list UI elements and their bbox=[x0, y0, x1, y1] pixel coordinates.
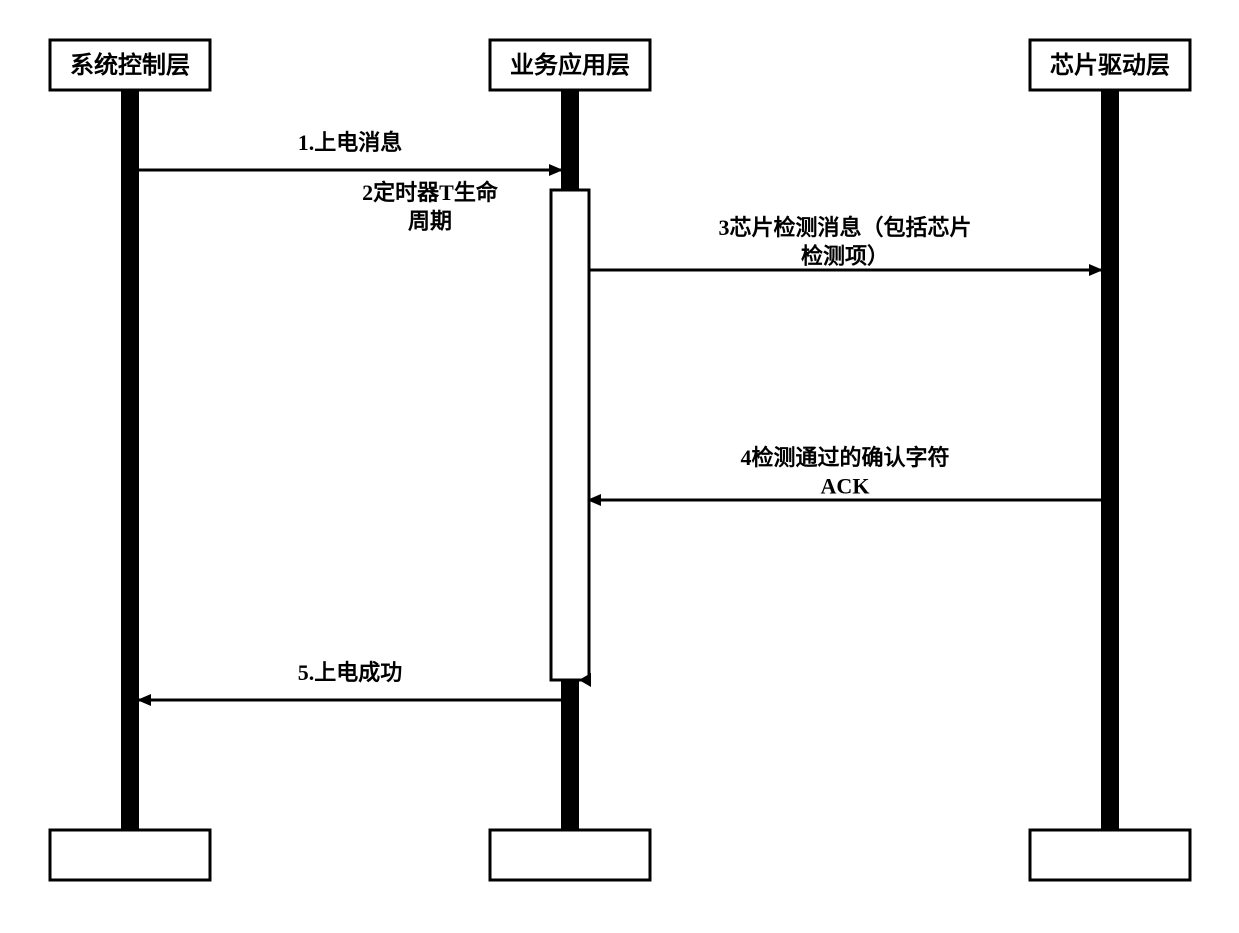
svg-text:2定时器T生命: 2定时器T生命 bbox=[362, 180, 499, 205]
svg-text:4检测通过的确认字符: 4检测通过的确认字符 bbox=[740, 445, 949, 470]
svg-text:5.上电成功: 5.上电成功 bbox=[298, 660, 403, 685]
svg-text:检测项）: 检测项） bbox=[801, 244, 889, 269]
svg-text:周期: 周期 bbox=[408, 209, 452, 234]
lifeline bbox=[1101, 90, 1119, 830]
svg-text:业务应用层: 业务应用层 bbox=[510, 51, 630, 79]
svg-text:3芯片检测消息（包括芯片: 3芯片检测消息（包括芯片 bbox=[718, 215, 971, 240]
participant-box-bottom bbox=[50, 830, 210, 880]
participant-box-bottom bbox=[1030, 830, 1190, 880]
svg-text:芯片驱动层: 芯片驱动层 bbox=[1050, 52, 1170, 79]
lifeline bbox=[121, 90, 139, 830]
svg-text:ACK: ACK bbox=[821, 474, 870, 499]
participant-box-bottom bbox=[490, 830, 650, 880]
activation-box bbox=[551, 190, 589, 680]
svg-text:系统控制层: 系统控制层 bbox=[70, 51, 190, 79]
sequence-diagram: 系统控制层 业务应用层 芯片驱动层 1.上电消息 2定时器T生命周期 3芯片检测消息（包括… bbox=[0, 0, 1239, 933]
svg-text:1.上电消息: 1.上电消息 bbox=[298, 130, 403, 155]
